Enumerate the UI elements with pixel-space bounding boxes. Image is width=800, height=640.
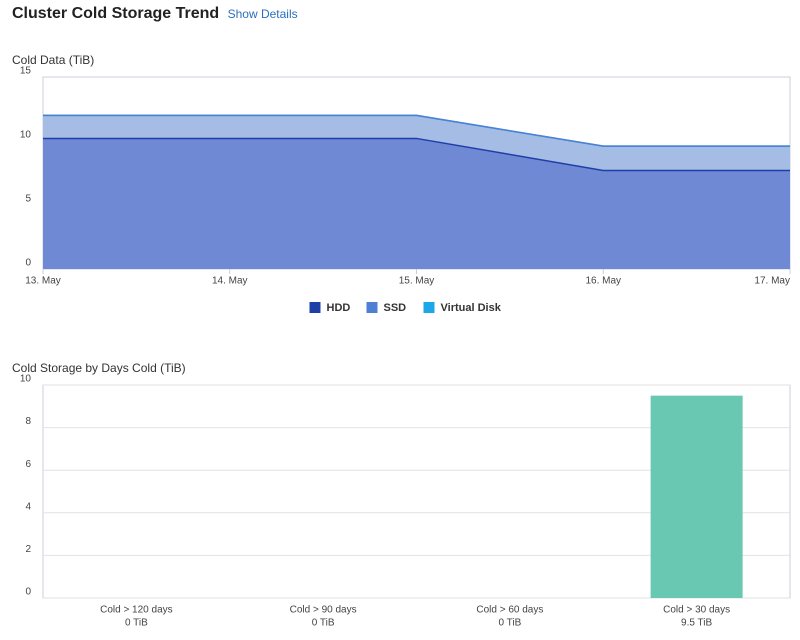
y-tick-label: 2 [25, 544, 31, 555]
area-fill [43, 115, 790, 171]
y-tick-label: 8 [25, 416, 31, 427]
x-tick-label: 15. May [399, 276, 435, 287]
legend-swatch[interactable] [423, 302, 435, 313]
series-line [43, 137, 790, 172]
header: Cluster Cold Storage Trend Show Details [12, 5, 298, 23]
legend-swatch[interactable] [366, 302, 378, 313]
x-tick-label: Cold > 120 days [100, 605, 173, 616]
chart-title: Cold Storage by Days Cold (TiB) [12, 361, 186, 375]
y-tick-label: 5 [25, 194, 31, 205]
y-tick-label: 0 [25, 587, 31, 598]
show-details-link[interactable]: Show Details [227, 7, 298, 21]
value-label: 9.5 TiB [681, 618, 712, 629]
y-tick-label: 4 [25, 501, 31, 512]
series-line [43, 114, 790, 147]
y-tick-label: 6 [25, 459, 31, 470]
legend-label[interactable]: SSD [384, 302, 407, 314]
bar [650, 395, 743, 598]
legend-label[interactable]: HDD [327, 302, 351, 314]
x-tick-label: 13. May [25, 276, 61, 287]
x-tick-label: Cold > 30 days [663, 605, 730, 616]
value-label: 0 TiB [125, 618, 148, 629]
x-tick-label: 14. May [212, 276, 248, 287]
x-tick-label: Cold > 90 days [290, 605, 357, 616]
x-tick-label: 16. May [585, 276, 621, 287]
y-tick-label: 10 [20, 130, 32, 141]
page-title: Cluster Cold Storage Trend [12, 5, 220, 22]
x-tick-label: Cold > 60 days [476, 605, 543, 616]
chart-title: Cold Data (TiB) [12, 53, 94, 67]
legend-swatch[interactable] [309, 302, 321, 313]
y-tick-label: 15 [20, 66, 32, 77]
y-tick-label: 10 [20, 374, 32, 385]
x-tick-label: 17. May [754, 276, 790, 287]
y-tick-label: 0 [25, 258, 31, 269]
value-label: 0 TiB [498, 618, 521, 629]
legend-label[interactable]: Virtual Disk [441, 302, 502, 314]
value-label: 0 TiB [312, 618, 335, 629]
